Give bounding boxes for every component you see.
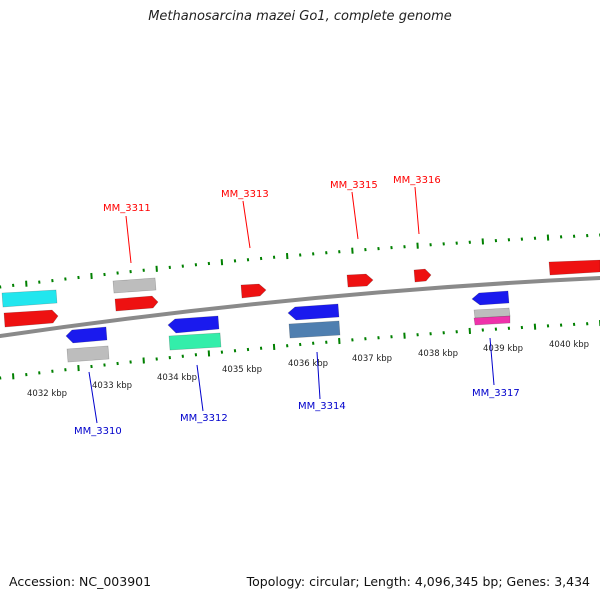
gene-label[interactable]: MM_3316 xyxy=(393,175,441,186)
scale-label: 4032 kbp xyxy=(27,389,67,399)
scale-label: 4036 kbp xyxy=(288,359,328,369)
scale-label: 4038 kbp xyxy=(418,349,458,359)
gene-label[interactable]: MM_3315 xyxy=(330,180,378,191)
leader-line-top xyxy=(352,192,358,239)
gene-feature-green[interactable] xyxy=(169,333,221,350)
accession-text: Accession: NC_003901 xyxy=(9,574,151,589)
gene-feature-blue[interactable] xyxy=(288,304,339,320)
gene-label[interactable]: MM_3314 xyxy=(298,401,346,412)
scale-label: 4035 kbp xyxy=(222,365,262,375)
map-title: Methanosarcina mazei Go1, complete genom… xyxy=(0,9,600,24)
leader-line-bottom xyxy=(197,365,203,411)
gene-label[interactable]: MM_3313 xyxy=(221,189,269,200)
gene-label[interactable]: MM_3312 xyxy=(180,413,228,424)
gene-feature-blue[interactable] xyxy=(472,291,509,305)
genome-summary-text: Topology: circular; Length: 4,096,345 bp… xyxy=(247,574,590,589)
scale-label: 4033 kbp xyxy=(92,381,132,391)
gene-feature-blue[interactable] xyxy=(66,327,107,343)
gene-feature-gray[interactable] xyxy=(113,278,156,293)
leader-line-top xyxy=(126,216,131,263)
gene-labels-top: MM_3311 MM_3313 MM_3315 MM_3316 xyxy=(103,175,441,214)
gene-feature-cyan[interactable] xyxy=(2,290,57,307)
scale-label: 4034 kbp xyxy=(157,373,197,383)
gene-feature-red[interactable] xyxy=(414,269,431,282)
gene-feature-red[interactable] xyxy=(347,274,373,287)
leader-line-top xyxy=(415,187,419,234)
scale-label: 4040 kbp xyxy=(549,340,589,350)
upper-tick-row xyxy=(0,234,600,289)
leader-line-top xyxy=(243,201,250,248)
gene-labels-bottom: MM_3310 MM_3312 MM_3314 MM_3317 xyxy=(74,388,520,437)
gene-label[interactable]: MM_3317 xyxy=(472,388,520,399)
scale-label: 4037 kbp xyxy=(352,354,392,364)
gene-feature-red[interactable] xyxy=(549,260,600,275)
gene-label[interactable]: MM_3310 xyxy=(74,426,122,437)
gene-feature-gray[interactable] xyxy=(67,346,109,362)
gene-feature-red[interactable] xyxy=(4,310,58,327)
gene-feature-steel[interactable] xyxy=(289,321,340,338)
gene-feature-red[interactable] xyxy=(115,296,158,311)
gene-feature-blue[interactable] xyxy=(168,316,219,333)
leader-line-bottom xyxy=(89,372,97,423)
scale-label: 4039 kbp xyxy=(483,344,523,354)
gene-feature-red[interactable] xyxy=(241,284,266,298)
gene-label[interactable]: MM_3311 xyxy=(103,203,151,214)
